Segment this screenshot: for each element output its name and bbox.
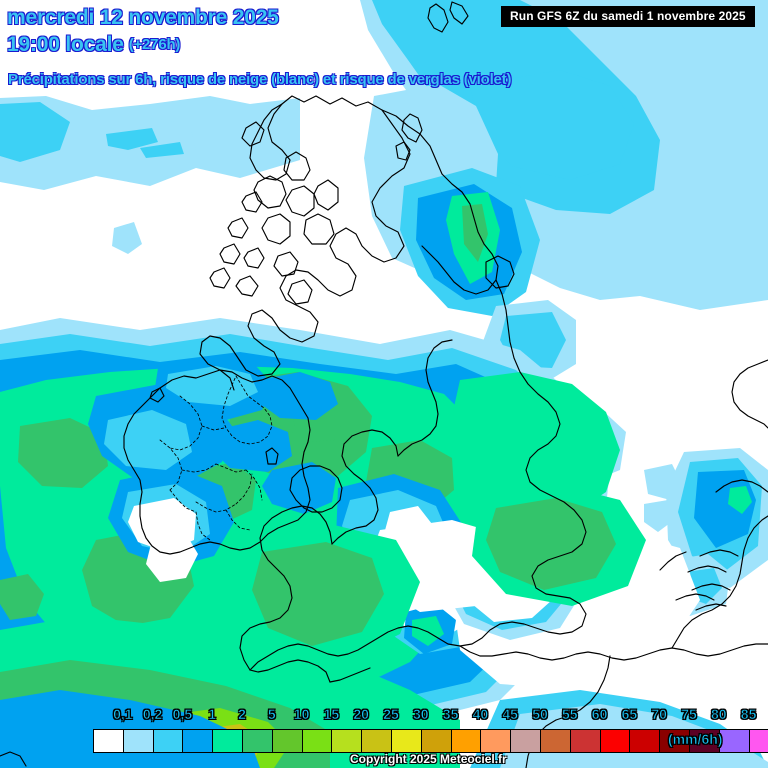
precip-area-moderate [212, 420, 292, 472]
legend-swatch-19 [660, 730, 690, 752]
precip-area-trace [112, 222, 142, 254]
legend-tick-80: 80 [711, 706, 727, 723]
legend-tick-30: 30 [413, 706, 429, 723]
forecast-time: 19:00 locale (+276h) [7, 33, 181, 57]
legend-swatch-5 [242, 730, 273, 752]
legend-swatch-18 [630, 730, 661, 752]
legend-swatch-4 [213, 730, 243, 752]
precip-area-light [106, 128, 158, 150]
precip-area-trace [644, 500, 674, 532]
legend-tick-70: 70 [651, 706, 667, 723]
legend-swatch-0 [94, 730, 124, 752]
precip-area-green [728, 486, 752, 514]
legend-tick-85: 85 [740, 706, 757, 723]
legend-tick-0_2: 0,2 [142, 706, 163, 723]
legend-tick-55: 55 [562, 706, 578, 723]
precip-area-white [146, 534, 198, 582]
legend-swatch-9 [362, 730, 392, 752]
forecast-lead-time: (+276h) [128, 36, 181, 54]
legend-tick-2: 2 [238, 706, 246, 723]
legend-tick-50: 50 [532, 706, 548, 723]
legend-swatch-14 [511, 730, 541, 752]
legend-tick-5: 5 [267, 706, 276, 723]
legend-swatch-21 [719, 730, 750, 752]
legend-tick-25: 25 [383, 706, 399, 723]
legend-swatch-13 [481, 730, 512, 752]
precip-area-green-dark [462, 204, 488, 262]
legend-tick-35: 35 [442, 706, 459, 723]
legend-tick-labels: 0,1 0,2 0,5 1 2 5 10 15 20 25 30 35 40 45 50 55 60 65 70 75… [0, 706, 768, 726]
precip-area-green-dark [252, 542, 384, 646]
forecast-date: mercredi 12 novembre 2025 [7, 6, 280, 30]
precip-area-green-dark [0, 574, 44, 620]
forecast-time-value: 19:00 locale [7, 33, 125, 57]
legend-swatch-22 [749, 730, 768, 752]
legend-tick-65: 65 [621, 706, 638, 723]
legend-swatch-6 [272, 730, 303, 752]
legend-swatch-8 [332, 730, 363, 752]
legend-unit-label: (mm/6h) [668, 731, 723, 748]
precip-area-moderate [262, 462, 336, 514]
legend-swatch-17 [600, 730, 631, 752]
legend-tick-0_5: 0,5 [172, 706, 193, 723]
color-scale-legend: 0,1 0,2 0,5 1 2 5 10 15 20 25 30 35 40 45 50 55 60 65 70 75… [0, 706, 768, 754]
legend-swatch-11 [421, 730, 452, 752]
legend-tick-10: 10 [293, 706, 310, 723]
legend-tick-20: 20 [353, 706, 369, 723]
precip-area-trace [644, 464, 682, 500]
precip-area-green [412, 616, 444, 646]
legend-swatch-3 [183, 730, 214, 752]
precip-area-light [166, 366, 258, 406]
legend-tick-15: 15 [323, 706, 340, 723]
precip-area-light [470, 70, 634, 180]
precip-area-green-dark [18, 418, 108, 488]
legend-tick-1: 1 [208, 706, 217, 723]
copyright-notice: Copyright 2025 Meteociel.fr [350, 752, 507, 766]
legend-color-bar [93, 729, 768, 753]
legend-tick-75: 75 [681, 706, 697, 723]
model-run-banner: Run GFS 6Z du samedi 1 novembre 2025 [501, 6, 755, 27]
map-subtitle: Précipitations sur 6h, risque de neige (… [7, 71, 512, 89]
legend-swatch-10 [391, 730, 422, 752]
precip-area-green-dark [486, 498, 616, 590]
legend-swatch-16 [570, 730, 601, 752]
legend-swatch-15 [540, 730, 571, 752]
legend-swatch-12 [451, 730, 482, 752]
precip-area-light [140, 142, 184, 158]
precip-area-light [0, 102, 70, 162]
legend-swatch-7 [302, 730, 333, 752]
legend-tick-0_1: 0,1 [113, 706, 133, 723]
precip-area-moderate [258, 372, 338, 420]
precip-area-green [452, 372, 620, 520]
legend-swatch-20 [689, 730, 720, 752]
legend-tick-60: 60 [591, 706, 608, 723]
legend-tick-40: 40 [472, 706, 489, 723]
legend-swatch-2 [153, 730, 184, 752]
legend-swatch-1 [123, 730, 154, 752]
legend-tick-45: 45 [502, 706, 518, 723]
